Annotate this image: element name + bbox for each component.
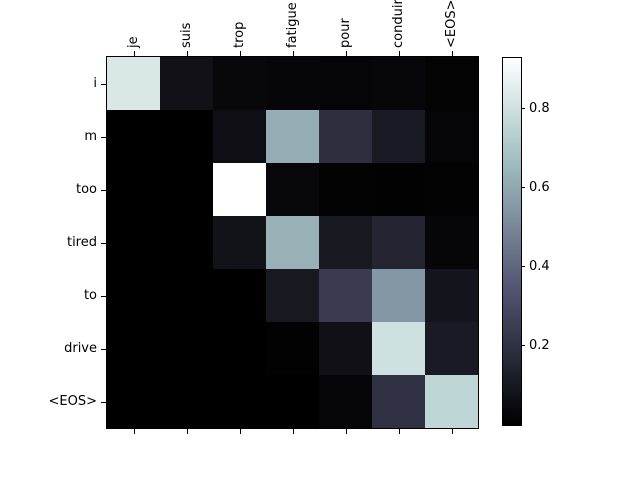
axis-tick bbox=[101, 295, 106, 297]
y-tick-label: <EOS> bbox=[48, 394, 97, 409]
x-tick-label: fatigue bbox=[285, 2, 300, 48]
axis-tick bbox=[292, 51, 294, 56]
heatmap-cell bbox=[107, 269, 160, 322]
heatmap-cell bbox=[372, 269, 425, 322]
heatmap-cell bbox=[160, 269, 213, 322]
axis-tick bbox=[451, 51, 453, 56]
heatmap-cell bbox=[372, 322, 425, 375]
axis-tick bbox=[398, 51, 400, 56]
colorbar-tick-label: 0.8 bbox=[529, 100, 550, 116]
axis-tick bbox=[101, 83, 106, 85]
heatmap-cell bbox=[425, 375, 478, 428]
axis-tick bbox=[239, 429, 241, 434]
y-tick-label: to bbox=[83, 288, 97, 303]
x-tick-label: suis bbox=[179, 22, 194, 48]
heatmap-cell bbox=[266, 110, 319, 163]
heatmap-cell bbox=[372, 375, 425, 428]
axis-tick bbox=[133, 51, 135, 56]
x-tick-label: pour bbox=[338, 18, 353, 48]
heatmap-cell bbox=[425, 163, 478, 216]
heatmap-cell bbox=[160, 322, 213, 375]
x-tick-label: conduire bbox=[391, 0, 406, 48]
heatmap-grid bbox=[106, 56, 479, 429]
heatmap-cell bbox=[425, 322, 478, 375]
heatmap-cell bbox=[425, 269, 478, 322]
heatmap-cell bbox=[213, 375, 266, 428]
axis-tick bbox=[292, 429, 294, 434]
heatmap-cell bbox=[266, 322, 319, 375]
x-tick-label: trop bbox=[232, 21, 247, 48]
heatmap-cell bbox=[213, 216, 266, 269]
axis-tick bbox=[186, 51, 188, 56]
colorbar-gradient bbox=[503, 58, 521, 425]
colorbar-tick bbox=[521, 187, 525, 189]
heatmap-cell bbox=[319, 110, 372, 163]
axis-tick bbox=[133, 429, 135, 434]
axis-tick bbox=[101, 136, 106, 138]
axis-tick bbox=[451, 429, 453, 434]
heatmap-cell bbox=[372, 110, 425, 163]
heatmap-cell bbox=[107, 163, 160, 216]
heatmap-cell bbox=[213, 269, 266, 322]
heatmap-cell bbox=[107, 110, 160, 163]
heatmap-cell bbox=[319, 163, 372, 216]
heatmap-cell bbox=[213, 163, 266, 216]
colorbar-tick-label: 0.6 bbox=[529, 179, 550, 195]
heatmap-cell bbox=[425, 216, 478, 269]
heatmap-cell bbox=[425, 110, 478, 163]
heatmap-cell bbox=[266, 57, 319, 110]
heatmap-cell bbox=[372, 216, 425, 269]
heatmap-cell bbox=[372, 163, 425, 216]
heatmap-cell bbox=[319, 216, 372, 269]
heatmap-cell bbox=[372, 57, 425, 110]
heatmap-cell bbox=[213, 57, 266, 110]
heatmap-cell bbox=[266, 375, 319, 428]
axis-tick bbox=[398, 429, 400, 434]
axis-tick bbox=[345, 429, 347, 434]
heatmap-cell bbox=[319, 375, 372, 428]
heatmap-cell bbox=[319, 57, 372, 110]
colorbar-tick bbox=[521, 345, 525, 347]
heatmap-cell bbox=[160, 57, 213, 110]
heatmap-cell bbox=[319, 269, 372, 322]
heatmap-cell bbox=[107, 57, 160, 110]
y-tick-label: i bbox=[93, 76, 97, 91]
colorbar-tick bbox=[521, 108, 525, 110]
colorbar-tick bbox=[521, 266, 525, 268]
heatmap-cell bbox=[425, 57, 478, 110]
colorbar-tick-label: 0.2 bbox=[529, 337, 550, 353]
heatmap-cell bbox=[266, 216, 319, 269]
y-tick-label: too bbox=[75, 182, 97, 197]
heatmap-cell bbox=[266, 269, 319, 322]
axis-tick bbox=[239, 51, 241, 56]
heatmap-cell bbox=[319, 322, 372, 375]
y-tick-label: tired bbox=[66, 235, 97, 250]
heatmap-cell bbox=[107, 375, 160, 428]
heatmap-cell bbox=[107, 216, 160, 269]
heatmap-cell bbox=[160, 216, 213, 269]
x-tick-label: <EOS> bbox=[444, 0, 459, 48]
heatmap-cell bbox=[266, 163, 319, 216]
heatmap-cell bbox=[107, 322, 160, 375]
axis-tick bbox=[101, 189, 106, 191]
heatmap-cell bbox=[213, 110, 266, 163]
axis-tick bbox=[101, 348, 106, 350]
heatmap-cell bbox=[160, 375, 213, 428]
heatmap-cell bbox=[213, 322, 266, 375]
colorbar bbox=[502, 57, 522, 426]
y-tick-label: m bbox=[84, 129, 97, 144]
heatmap-cell bbox=[160, 163, 213, 216]
axis-tick bbox=[345, 51, 347, 56]
y-tick-label: drive bbox=[64, 341, 97, 356]
axis-tick bbox=[101, 401, 106, 403]
x-tick-label: je bbox=[126, 36, 141, 48]
heatmap-cell bbox=[160, 110, 213, 163]
axis-tick bbox=[186, 429, 188, 434]
axis-tick bbox=[101, 242, 106, 244]
colorbar-tick-label: 0.4 bbox=[529, 258, 550, 274]
